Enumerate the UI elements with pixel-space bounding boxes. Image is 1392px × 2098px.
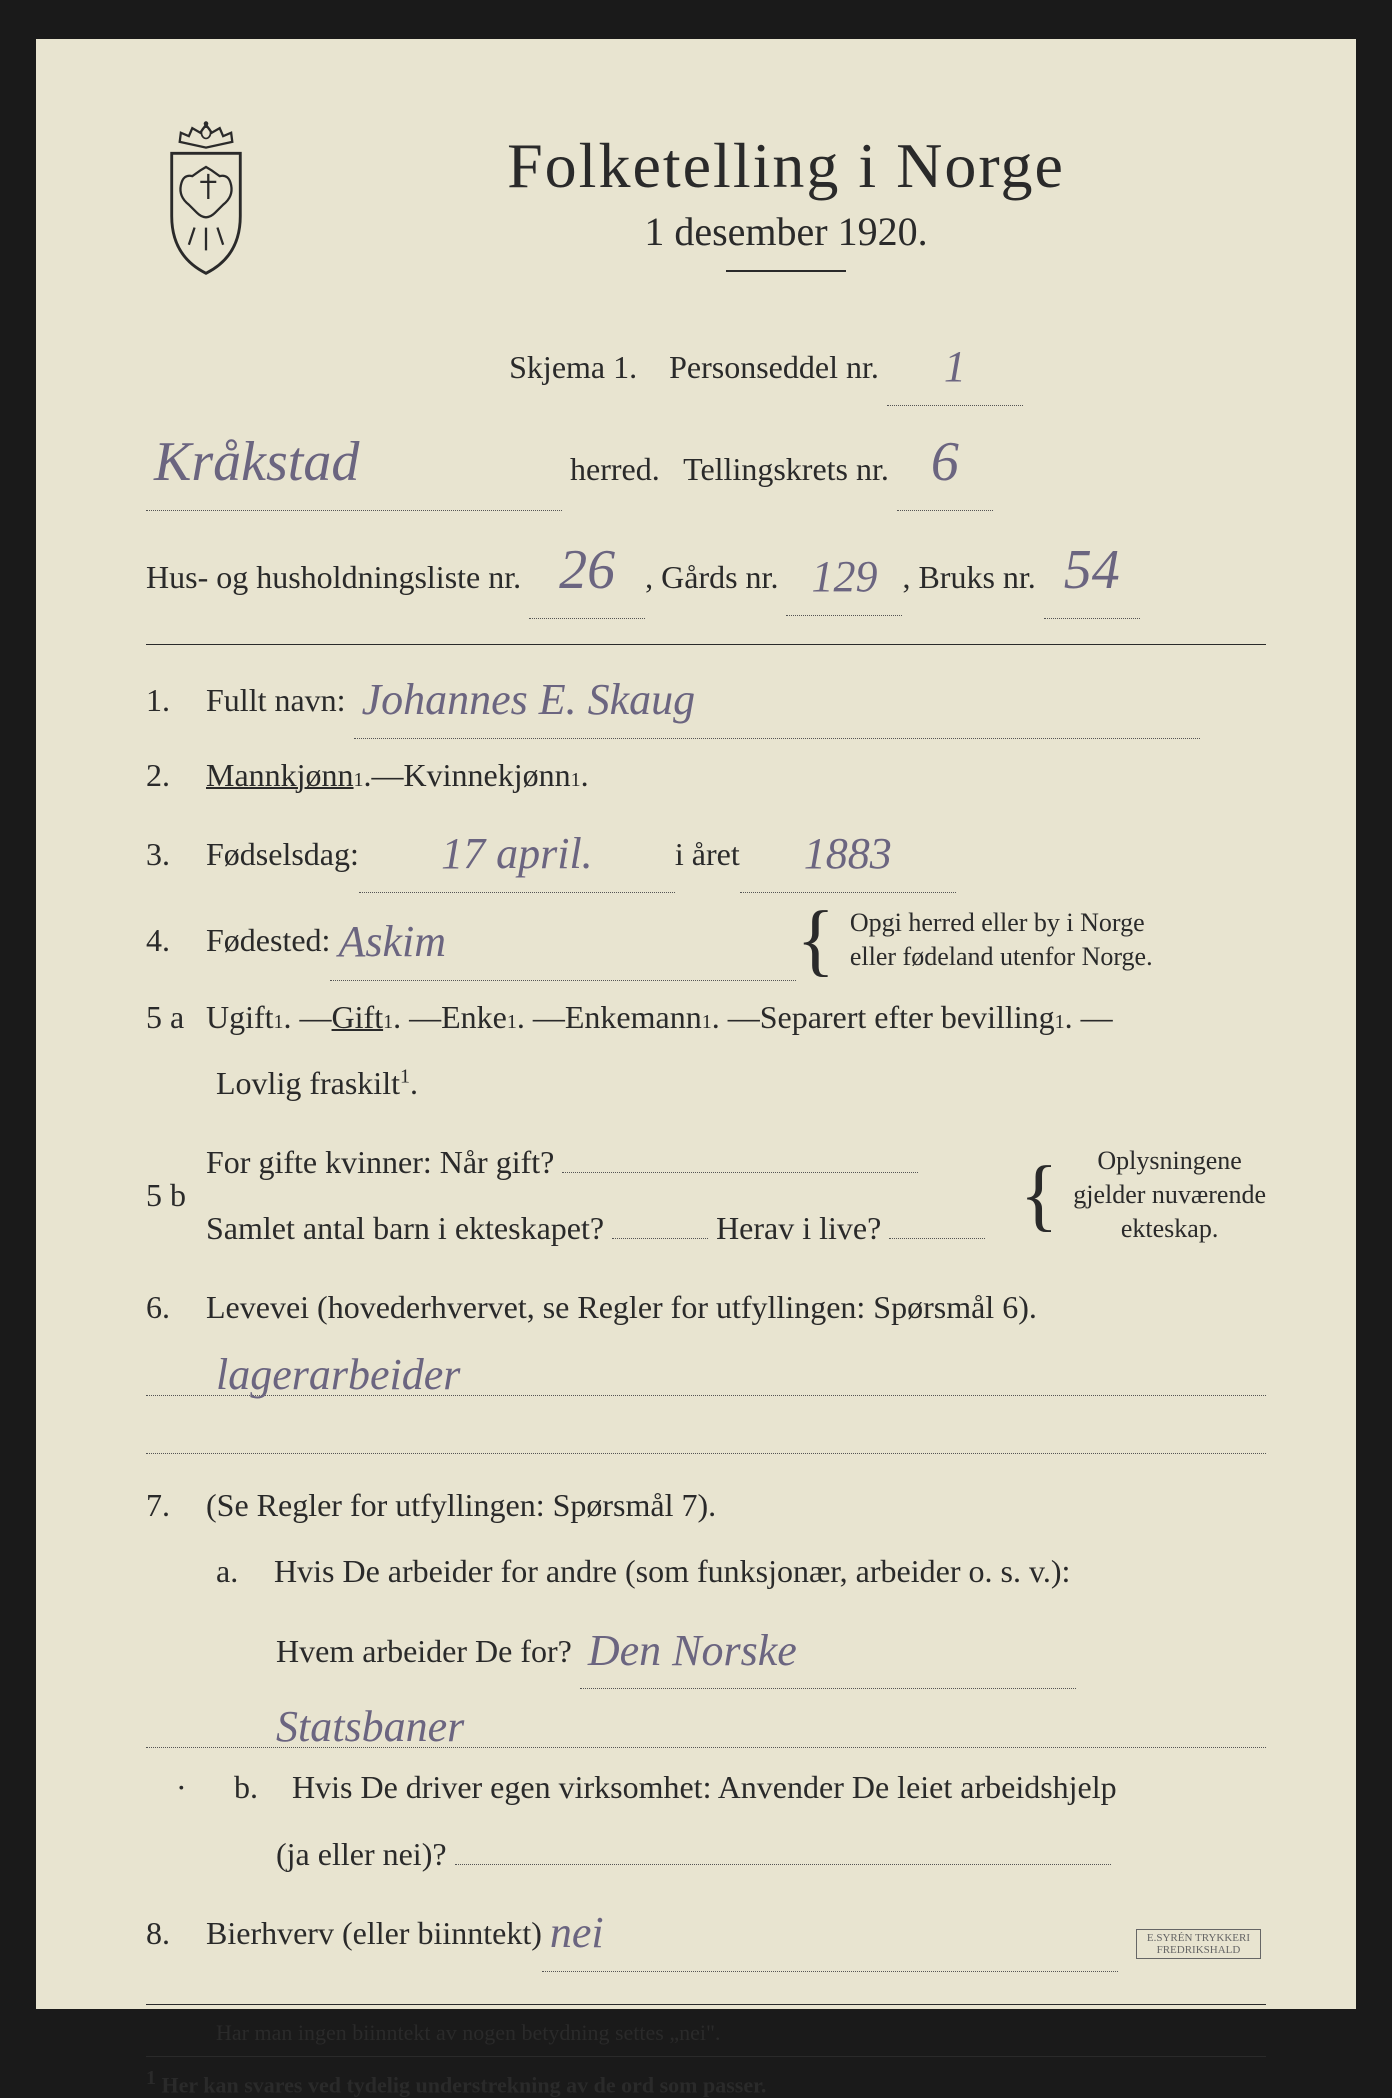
q7b-line1: Hvis De driver egen virksomhet: Anvender… bbox=[292, 1769, 1117, 1805]
q5b-note: Oplysningene gjelder nuværende ekteskap. bbox=[1073, 1144, 1266, 1245]
q7a-value1: Den Norske bbox=[580, 1614, 1076, 1690]
separator bbox=[146, 2056, 1266, 2057]
title-divider bbox=[726, 270, 846, 272]
q6-blank-line bbox=[146, 1404, 1266, 1454]
q5a-enkemann: Enkemann bbox=[565, 990, 702, 1044]
subtitle: 1 desember 1920. bbox=[306, 208, 1266, 255]
q6-num: 6. bbox=[146, 1280, 206, 1334]
q5a-num: 5 a bbox=[146, 990, 206, 1044]
coat-of-arms-icon bbox=[146, 119, 266, 279]
q5a-enke: Enke bbox=[441, 990, 507, 1044]
q2-dash: — bbox=[372, 748, 404, 802]
tellingskrets-value: 6 bbox=[897, 415, 993, 511]
q5a-row: 5 a Ugift1. — Gift1. — Enke1. — Enkemann… bbox=[146, 990, 1266, 1044]
q5a-row2: Lovlig fraskilt1. bbox=[146, 1056, 1266, 1110]
q5b-line1: For gifte kvinner: Når gift? bbox=[206, 1135, 1020, 1189]
footer-note2: 1 Her kan svares ved tydelig understrekn… bbox=[146, 2067, 1266, 2098]
hus-line: Hus- og husholdningsliste nr. 26, Gårds … bbox=[146, 523, 1266, 619]
q8-value: nei bbox=[542, 1896, 1118, 1972]
q5a-ugift: Ugift bbox=[206, 990, 274, 1044]
gards-label: Gårds nr. bbox=[661, 559, 778, 595]
q7b-row: · b. Hvis De driver egen virksomhet: Anv… bbox=[146, 1760, 1266, 1814]
q7a-value2: Statsbaner bbox=[276, 1702, 464, 1751]
q1-value: Johannes E. Skaug bbox=[354, 663, 1200, 739]
q4-num: 4. bbox=[146, 913, 206, 967]
q7a-line1: Hvis De arbeider for andre (som funksjon… bbox=[274, 1553, 1070, 1589]
header: Folketelling i Norge 1 desember 1920. bbox=[146, 119, 1266, 287]
tellingskrets-label: Tellingskrets nr. bbox=[683, 451, 889, 487]
herred-line: Kråkstad herred. Tellingskrets nr. 6 bbox=[146, 415, 1266, 511]
q3-row: 3. Fødselsdag: 17 april. i året 1883 bbox=[146, 814, 1266, 890]
bruks-value: 54 bbox=[1044, 523, 1140, 619]
q5b-row: 5 b For gifte kvinner: Når gift? Samlet … bbox=[146, 1123, 1266, 1268]
q3-label: Fødselsdag: bbox=[206, 827, 359, 881]
q7b-value bbox=[455, 1864, 1111, 1865]
separator bbox=[146, 2004, 1266, 2005]
q3-year-label: i året bbox=[675, 827, 740, 881]
q2-kvinne: Kvinnekjønn bbox=[404, 748, 571, 802]
q6-value-line: lagerarbeider bbox=[146, 1346, 1266, 1396]
herred-label: herred. bbox=[570, 451, 660, 487]
hus-value: 26 bbox=[529, 523, 645, 619]
q7a-num: a. bbox=[216, 1544, 266, 1598]
q7a-row: a. Hvis De arbeider for andre (som funks… bbox=[146, 1544, 1266, 1598]
q4-note: Opgi herred eller by i Norge eller fødel… bbox=[850, 906, 1153, 974]
title-block: Folketelling i Norge 1 desember 1920. bbox=[306, 119, 1266, 287]
q5a-lovlig: Lovlig fraskilt bbox=[216, 1065, 400, 1101]
q5b-barn bbox=[612, 1238, 708, 1239]
q1-num: 1. bbox=[146, 673, 206, 727]
hus-label: Hus- og husholdningsliste nr. bbox=[146, 559, 521, 595]
main-title: Folketelling i Norge bbox=[306, 129, 1266, 203]
q5b-gift-year bbox=[562, 1172, 918, 1173]
q4-value: Askim bbox=[330, 905, 796, 981]
q7b-line2: (ja eller nei)? bbox=[276, 1836, 447, 1872]
bruks-label: Bruks nr. bbox=[918, 559, 1035, 595]
q1-row: 1. Fullt navn: Johannes E. Skaug bbox=[146, 660, 1266, 736]
printer-stamp: E.SYRÉN TRYKKERI FREDRIKSHALD bbox=[1136, 1929, 1261, 1959]
q7b-row2: (ja eller nei)? bbox=[146, 1827, 1266, 1881]
personseddel-label: Personseddel nr. bbox=[669, 349, 879, 385]
herred-value: Kråkstad bbox=[146, 415, 562, 511]
q3-num: 3. bbox=[146, 827, 206, 881]
q8-row: 8. Bierhverv (eller biinntekt) nei bbox=[146, 1893, 1266, 1969]
q2-row: 2. Mannkjønn1. — Kvinnekjønn1. bbox=[146, 748, 1266, 802]
q6-row: 6. Levevei (hovederhvervet, se Regler fo… bbox=[146, 1280, 1266, 1334]
q2-num: 2. bbox=[146, 748, 206, 802]
q7-num: 7. bbox=[146, 1478, 206, 1532]
q3-year: 1883 bbox=[740, 817, 956, 893]
q5b-live bbox=[889, 1238, 985, 1239]
q5b-num: 5 b bbox=[146, 1168, 206, 1222]
q7a-value2-line: Statsbaner bbox=[146, 1698, 1266, 1748]
q7b-num: b. bbox=[234, 1760, 284, 1814]
q7a-line2: Hvem arbeider De for? bbox=[276, 1633, 572, 1669]
q7-label: (Se Regler for utfyllingen: Spørsmål 7). bbox=[206, 1478, 716, 1532]
schema-line: Skjema 1. Personseddel nr. 1 bbox=[146, 327, 1266, 403]
gards-value: 129 bbox=[786, 540, 902, 616]
q7a-row2: Hvem arbeider De for? Den Norske bbox=[146, 1611, 1266, 1687]
q8-num: 8. bbox=[146, 1906, 206, 1960]
q1-label: Fullt navn: bbox=[206, 673, 346, 727]
q5a-gift: Gift bbox=[332, 990, 384, 1044]
q8-label: Bierhverv (eller biinntekt) bbox=[206, 1906, 542, 1960]
census-form-page: Folketelling i Norge 1 desember 1920. Sk… bbox=[36, 39, 1356, 2009]
separator bbox=[146, 644, 1266, 645]
q2-mann: Mannkjønn bbox=[206, 748, 354, 802]
q5a-separert: Separert efter bevilling bbox=[760, 990, 1055, 1044]
q4-label: Fødested: bbox=[206, 913, 330, 967]
personseddel-value: 1 bbox=[887, 330, 1023, 406]
q7-row: 7. (Se Regler for utfyllingen: Spørsmål … bbox=[146, 1478, 1266, 1532]
skjema-label: Skjema 1. bbox=[509, 349, 637, 385]
q6-label: Levevei (hovederhvervet, se Regler for u… bbox=[206, 1280, 1037, 1334]
q6-value: lagerarbeider bbox=[216, 1350, 460, 1399]
q3-value: 17 april. bbox=[359, 817, 675, 893]
q5b-line2: Samlet antal barn i ekteskapet? Herav i … bbox=[206, 1201, 1020, 1255]
q4-row: 4. Fødested: Askim { Opgi herred eller b… bbox=[146, 902, 1266, 978]
footer-note1: Har man ingen biinntekt av nogen betydni… bbox=[146, 2020, 1266, 2046]
